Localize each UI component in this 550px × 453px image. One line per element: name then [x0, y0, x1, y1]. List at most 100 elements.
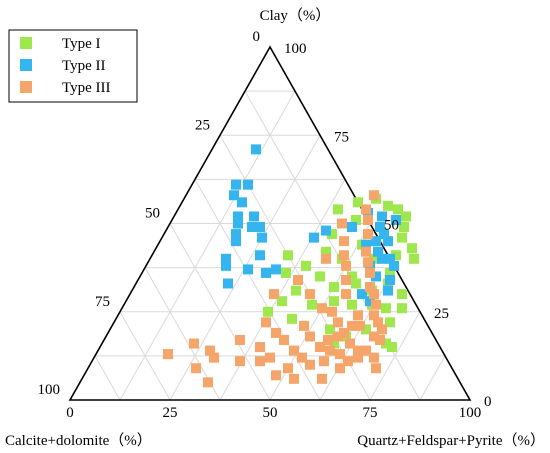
data-point [329, 296, 339, 307]
data-point [355, 320, 365, 331]
data-point [231, 229, 241, 240]
data-point [257, 232, 267, 243]
data-point [369, 310, 379, 321]
data-point [369, 253, 379, 264]
data-point [371, 236, 381, 247]
legend-marker [20, 59, 32, 71]
data-point [249, 211, 259, 222]
calcite-tick-label: 50 [145, 206, 160, 222]
data-point [361, 239, 371, 250]
data-point [339, 327, 349, 338]
data-point [339, 250, 349, 261]
data-point [321, 253, 331, 264]
data-point [287, 313, 297, 324]
data-point [383, 200, 393, 211]
grid-line-calcite [169, 223, 271, 401]
legend: Type I Type II Type III [8, 29, 138, 103]
data-point [205, 345, 215, 356]
data-point [347, 222, 357, 233]
data-point [223, 278, 233, 289]
left-axis-title: Calcite+dolomite（%） [5, 432, 152, 449]
data-point [323, 334, 333, 345]
data-point [263, 306, 273, 317]
clay-tick-label: 100 [284, 41, 307, 57]
legend-label: Type I [62, 36, 101, 52]
data-point [279, 334, 289, 345]
data-point [299, 320, 309, 331]
data-point [255, 356, 265, 367]
data-point [335, 363, 345, 374]
data-point [329, 338, 339, 349]
data-point [385, 253, 395, 264]
right-axis-title: Quartz+Feldspar+Pyrite（%） [357, 432, 545, 449]
data-point [375, 334, 385, 345]
data-point [333, 317, 343, 328]
data-point [325, 345, 335, 356]
data-point [387, 342, 397, 353]
data-point [317, 373, 327, 384]
data-point [221, 253, 231, 264]
data-point [305, 331, 315, 342]
data-point [269, 289, 279, 300]
clay-tick-label: 25 [434, 306, 449, 322]
data-point [261, 317, 271, 328]
data-point [333, 331, 343, 342]
data-point [297, 352, 307, 363]
data-point [365, 296, 375, 307]
data-point [353, 352, 363, 363]
data-point [377, 211, 387, 222]
data-point [341, 260, 351, 271]
data-point [229, 190, 239, 201]
data-point [339, 236, 349, 247]
quartz-tick-label: 75 [363, 405, 378, 421]
data-point [163, 349, 173, 360]
data-point [309, 232, 319, 243]
data-point [305, 359, 315, 370]
data-point [191, 363, 201, 374]
data-point [289, 345, 299, 356]
data-point [337, 218, 347, 229]
data-point [271, 327, 281, 338]
data-point [373, 246, 383, 257]
data-point [319, 356, 329, 367]
legend-marker [20, 81, 32, 93]
data-point [243, 179, 253, 190]
data-point [235, 334, 245, 345]
data-point [369, 289, 379, 300]
data-point [221, 260, 231, 271]
data-point [343, 356, 353, 367]
grid-line-calcite [94, 355, 121, 401]
data-point [353, 197, 363, 208]
data-point [371, 271, 381, 282]
grid-line-quartz [119, 90, 296, 401]
data-point [305, 289, 315, 300]
quartz-tick-label: 100 [459, 405, 482, 421]
grid-line-quartz [319, 267, 396, 401]
data-point [345, 338, 355, 349]
top-axis-title: Clay（%） [260, 7, 331, 24]
series-type-iii [163, 190, 387, 388]
data-point [363, 214, 373, 225]
data-point [391, 250, 401, 261]
data-point [369, 352, 379, 363]
data-point [373, 317, 383, 328]
data-point [255, 342, 265, 353]
data-point [315, 342, 325, 353]
grid-line-quartz [419, 355, 446, 401]
data-point [209, 352, 219, 363]
data-point [407, 243, 417, 254]
data-point [235, 356, 245, 367]
grid-line-calcite [194, 179, 321, 401]
data-point [381, 338, 391, 349]
data-point [281, 267, 291, 278]
data-point [377, 324, 387, 335]
data-point [399, 222, 409, 233]
data-point [351, 278, 361, 289]
data-point [247, 222, 257, 233]
data-point [385, 317, 395, 328]
data-point [347, 271, 357, 282]
grid-line-calcite [119, 311, 171, 401]
data-point [347, 320, 357, 331]
